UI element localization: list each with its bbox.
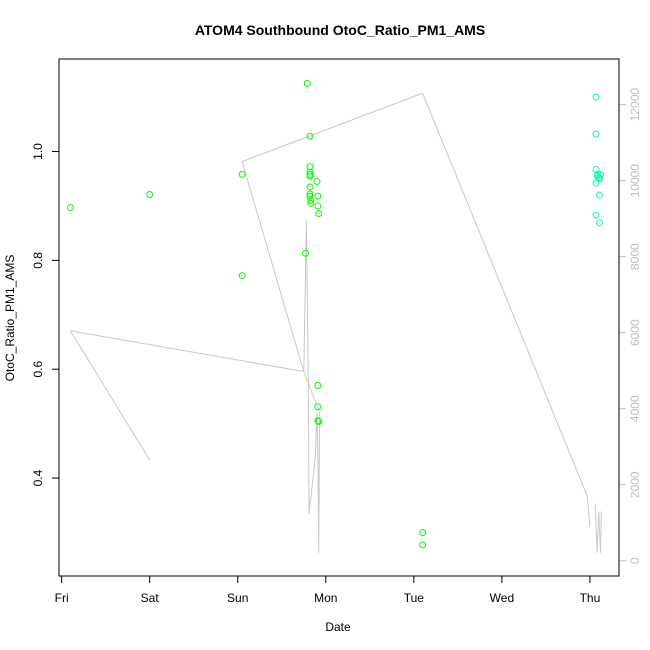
y2-tick-label: 10000	[628, 164, 642, 198]
data-point	[592, 211, 600, 219]
data-point	[314, 192, 322, 200]
data-point	[314, 403, 322, 411]
data-point	[306, 172, 314, 180]
y2-tick-label: 6000	[628, 319, 642, 346]
x-tick-label: Tue	[404, 591, 425, 605]
data-point	[313, 177, 321, 185]
data-points	[66, 79, 605, 549]
x-tick-label: Fri	[55, 591, 69, 605]
y-tick-label: 0.4	[31, 469, 45, 486]
data-point	[302, 249, 310, 257]
chart-title: ATOM4 Southbound OtoC_Ratio_PM1_AMS	[195, 22, 485, 38]
x-tick-label: Thu	[580, 591, 601, 605]
data-point	[314, 202, 322, 210]
data-point	[315, 417, 323, 425]
y-tick-label: 0.8	[31, 252, 45, 269]
y2-tick-label: 2000	[628, 471, 642, 498]
data-point	[306, 168, 314, 176]
x-tick-label: Sat	[141, 591, 160, 605]
data-point	[592, 179, 600, 187]
y2-tick-label: 8000	[628, 243, 642, 270]
y2-tick-label: 12000	[628, 88, 642, 122]
data-point	[306, 132, 314, 140]
x-tick-label: Wed	[490, 591, 514, 605]
x-tick-label: Mon	[314, 591, 337, 605]
data-point	[307, 196, 315, 204]
data-point	[315, 210, 323, 218]
data-point	[595, 174, 603, 182]
x-axis-label: Date	[325, 620, 351, 634]
data-point	[146, 191, 154, 199]
y2-tick-label: 4000	[628, 395, 642, 422]
data-point	[238, 272, 246, 280]
data-point	[592, 130, 600, 138]
y2-tick-label: 0	[628, 557, 642, 564]
data-point	[596, 191, 604, 199]
data-point	[238, 170, 246, 178]
data-point	[306, 190, 314, 198]
data-point	[592, 165, 600, 173]
data-point	[419, 528, 427, 536]
data-point	[314, 382, 322, 390]
series-lines	[69, 92, 602, 553]
line-segment	[69, 330, 151, 461]
plot-frame	[58, 58, 620, 577]
data-point	[306, 163, 314, 171]
y-tick-label: 1.0	[31, 143, 45, 160]
x-tick-label: Sun	[227, 591, 248, 605]
y-axis-label: OtoC_Ratio_PM1_AMS	[3, 255, 17, 382]
data-point	[419, 541, 427, 549]
data-point	[596, 219, 604, 227]
data-point	[596, 175, 604, 183]
data-point	[303, 79, 311, 87]
y-tick-label: 0.6	[31, 361, 45, 378]
line-segment	[70, 92, 591, 553]
axes: Fri Sat Sun Mon Tue Wed Thu 0.4 0.6 0.8 1.0 0 2000 40…	[31, 88, 642, 605]
data-point	[592, 93, 600, 101]
data-point	[306, 183, 314, 191]
data-point	[306, 192, 314, 200]
data-point	[307, 199, 315, 207]
line-segment	[594, 503, 602, 553]
data-point	[66, 204, 74, 212]
